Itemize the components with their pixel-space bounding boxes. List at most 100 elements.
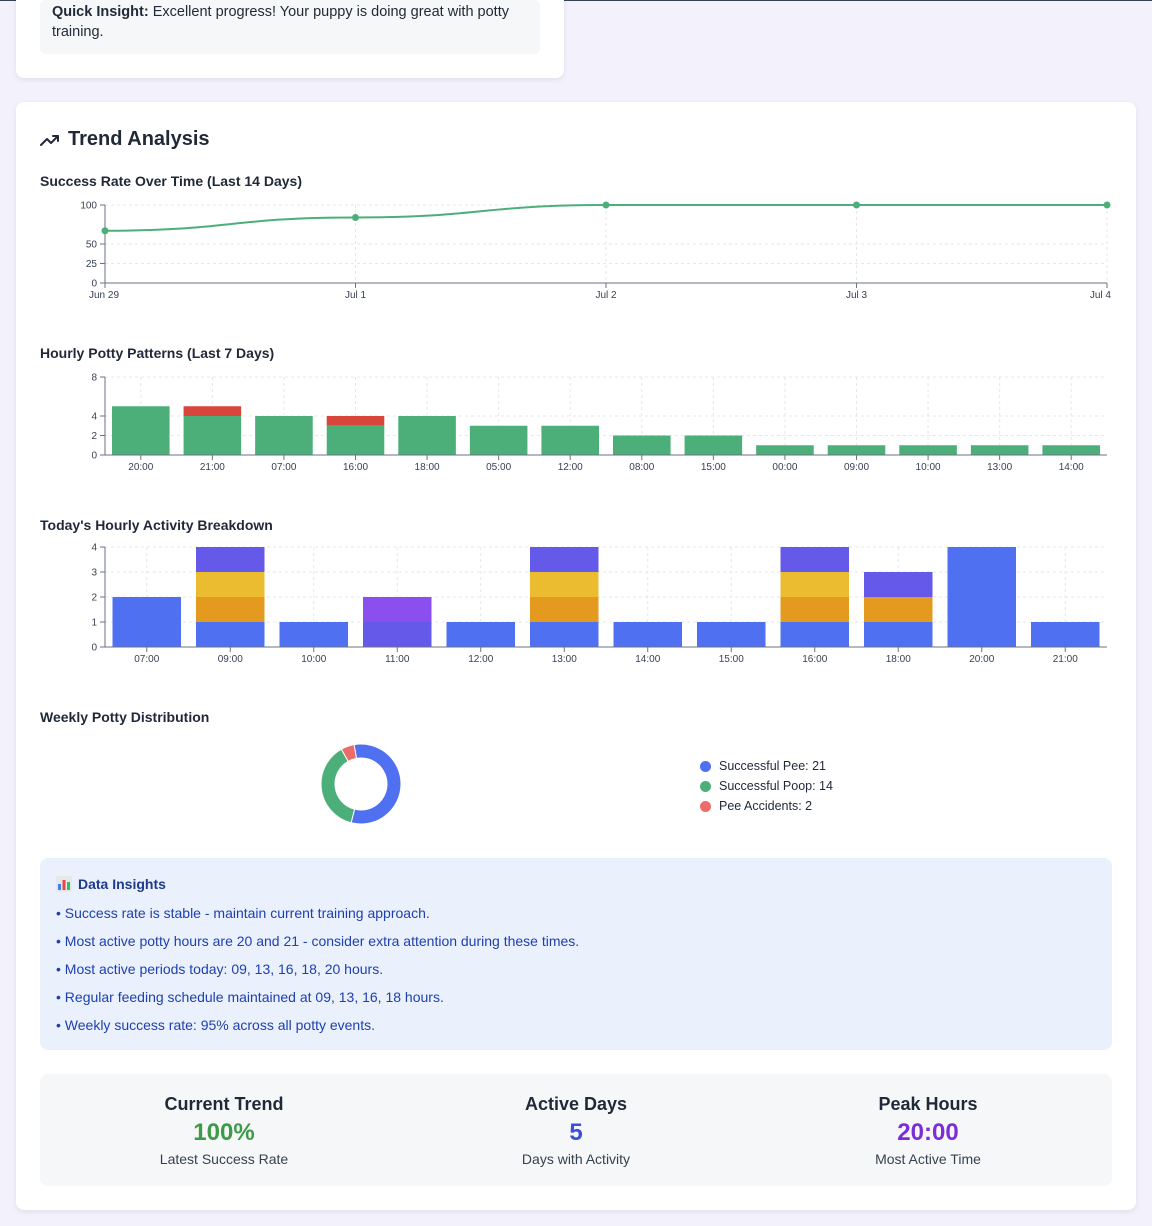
stat-title: Active Days xyxy=(524,1094,628,1114)
hourly-patterns-title: Hourly Potty Patterns (Last 7 Days) xyxy=(40,345,275,361)
stat-active-days: Active Days 5 Days with Activity xyxy=(426,1094,726,1167)
data-insights-panel: Data Insights • Success rate is stable -… xyxy=(40,858,1112,1050)
bar-segment xyxy=(255,416,313,455)
x-tick-label: Jul 2 xyxy=(595,290,617,301)
legend-label-pee: Successful Pee: 21 xyxy=(719,759,827,773)
x-tick-label: 15:00 xyxy=(701,462,726,473)
bar-segment xyxy=(196,572,265,597)
bar-segment xyxy=(697,622,766,647)
x-tick-label: 14:00 xyxy=(1059,462,1084,473)
bar-segment xyxy=(1031,622,1100,647)
trend-analysis-heading: Trend Analysis xyxy=(40,128,210,151)
bar-segment xyxy=(196,597,265,622)
bar-segment xyxy=(947,547,1016,647)
x-tick-label: Jul 3 xyxy=(846,290,868,301)
bar-segment xyxy=(780,597,849,622)
bar-segment xyxy=(196,622,265,647)
bar-segment xyxy=(469,425,528,455)
trend-analysis-title: Trend Analysis xyxy=(68,128,210,150)
legend-dot-poop xyxy=(700,780,711,792)
bar-segment xyxy=(112,597,181,647)
stat-peak-hours: Peak Hours 20:00 Most Active Time xyxy=(778,1094,1078,1167)
success-rate-point xyxy=(602,201,610,209)
y-tick-label: 4 xyxy=(91,412,97,423)
x-tick-label: 09:00 xyxy=(218,654,243,665)
data-insights-title: Data Insights xyxy=(78,876,166,892)
bar-segment xyxy=(864,597,933,622)
bar-segment xyxy=(1042,445,1100,455)
y-tick-label: 2 xyxy=(91,593,97,604)
stat-title: Peak Hours xyxy=(878,1094,978,1114)
y-tick-label: 0 xyxy=(91,643,97,654)
legend-item-accidents: Pee Accidents: 2 xyxy=(700,796,833,816)
bar-segment xyxy=(530,597,599,622)
y-tick-label: 25 xyxy=(86,259,98,270)
insight-line-1: • Success rate is stable - maintain curr… xyxy=(56,905,430,921)
y-tick-label: 4 xyxy=(91,543,97,554)
bar-segment xyxy=(756,445,814,455)
x-tick-label: 16:00 xyxy=(343,462,368,473)
x-tick-label: 10:00 xyxy=(916,462,941,473)
x-tick-label: Jul 4 xyxy=(1090,290,1112,301)
legend-label-accidents: Pee Accidents: 2 xyxy=(719,799,813,813)
x-tick-label: 20:00 xyxy=(128,462,153,473)
stat-title: Current Trend xyxy=(164,1094,284,1114)
quick-insight-box: Quick Insight: Excellent progress! Your … xyxy=(40,0,540,54)
bar-segment xyxy=(183,406,242,416)
bar-segment xyxy=(398,416,456,455)
bar-segment xyxy=(326,416,385,426)
bar-segment xyxy=(780,622,849,647)
y-tick-label: 8 xyxy=(91,373,97,384)
x-tick-label: Jul 1 xyxy=(345,290,367,301)
bar-segment xyxy=(196,547,265,572)
y-tick-label: 2 xyxy=(91,431,97,442)
quick-insight-text: Excellent progress! Your puppy is doing … xyxy=(52,4,509,40)
trend-analysis-card: Trend Analysis Success Rate Over Time (L… xyxy=(16,102,1136,1210)
bar-segment xyxy=(326,425,385,455)
x-tick-label: 09:00 xyxy=(844,462,869,473)
trend-up-icon xyxy=(40,134,59,146)
bar-segment xyxy=(183,416,242,455)
x-tick-label: 05:00 xyxy=(486,462,511,473)
y-tick-label: 3 xyxy=(91,568,97,579)
legend-dot-accidents xyxy=(700,800,711,812)
x-tick-label: 15:00 xyxy=(719,654,744,665)
quick-insight-card: Quick Insight: Excellent progress! Your … xyxy=(16,0,564,78)
legend-item-poop: Successful Poop: 14 xyxy=(700,776,833,796)
x-tick-label: 21:00 xyxy=(1053,654,1078,665)
bar-segment xyxy=(446,622,515,647)
bar-segment xyxy=(112,406,170,455)
x-tick-label: 13:00 xyxy=(552,654,577,665)
pie-slice xyxy=(340,744,358,763)
x-tick-label: 08:00 xyxy=(629,462,654,473)
bar-segment xyxy=(613,435,671,455)
stat-current-trend: Current Trend 100% Latest Success Rate xyxy=(74,1094,374,1167)
success-rate-point xyxy=(352,213,359,221)
bar-segment xyxy=(279,622,348,647)
bar-segment xyxy=(899,445,957,455)
top-border xyxy=(0,0,1152,1)
stat-value: 20:00 xyxy=(897,1119,959,1146)
bar-segment xyxy=(541,425,599,455)
stat-value: 5 xyxy=(569,1119,583,1146)
x-tick-label: 00:00 xyxy=(772,462,797,473)
bar-segment xyxy=(530,572,599,597)
x-tick-label: 10:00 xyxy=(301,654,326,665)
success-rate-point xyxy=(1103,201,1111,209)
weekly-distribution-title: Weekly Potty Distribution xyxy=(40,709,210,725)
insight-line-2: • Most active potty hours are 20 and 21 … xyxy=(56,933,580,949)
legend-dot-pee xyxy=(700,760,711,772)
y-tick-label: 0 xyxy=(91,279,97,290)
x-tick-label: 11:00 xyxy=(385,654,410,665)
pie-slice xyxy=(350,743,402,825)
stat-label: Most Active Time xyxy=(875,1151,981,1167)
bar-segment xyxy=(363,622,432,647)
x-tick-label: 18:00 xyxy=(415,462,440,473)
bar-segment xyxy=(363,597,432,622)
stats-panel: Current Trend 100% Latest Success Rate A… xyxy=(40,1074,1112,1186)
x-tick-label: 18:00 xyxy=(886,654,911,665)
bar-segment xyxy=(684,435,743,455)
bar-segment xyxy=(827,445,886,455)
bar-segment xyxy=(780,547,849,572)
legend-label-poop: Successful Poop: 14 xyxy=(719,779,833,793)
